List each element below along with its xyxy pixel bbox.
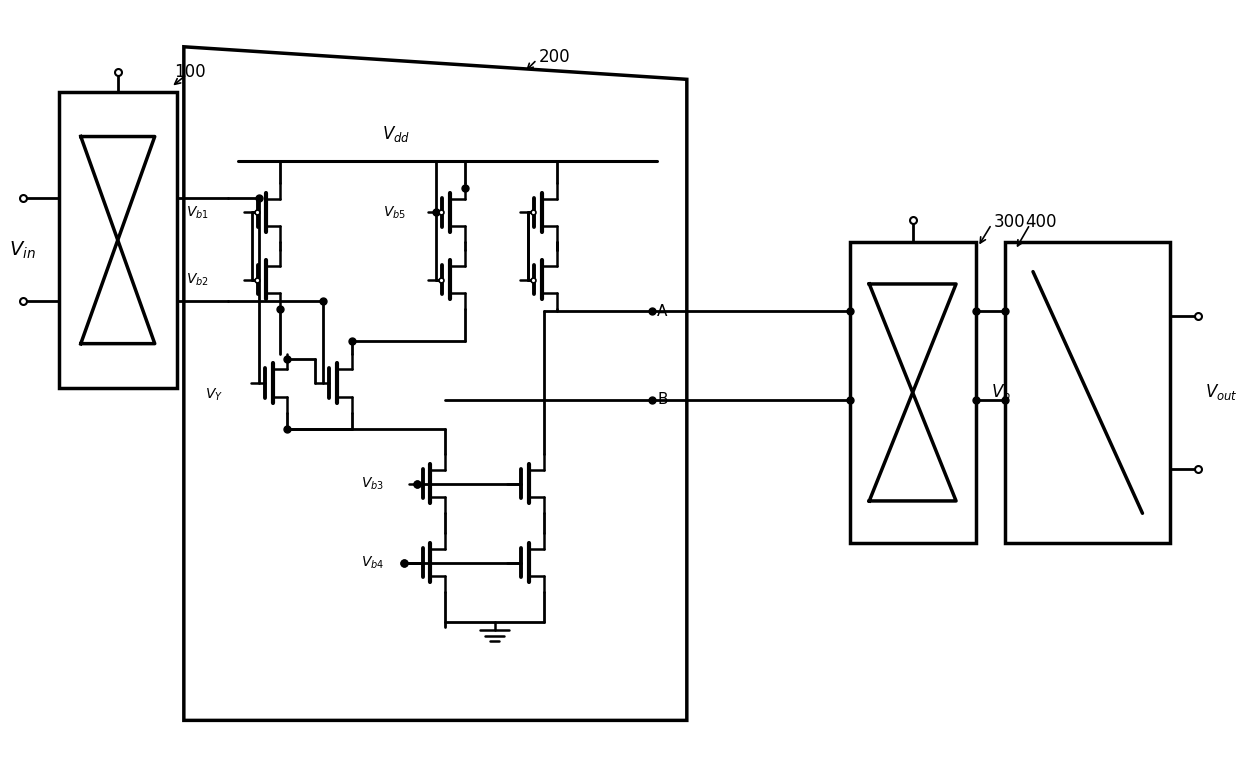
Text: $V_{o}$: $V_{o}$: [991, 382, 1011, 402]
Polygon shape: [184, 47, 687, 721]
Bar: [58, 92, 177, 388]
Text: $V_{dd}$: $V_{dd}$: [382, 124, 410, 143]
Text: $V_{b2}$: $V_{b2}$: [186, 271, 208, 287]
Text: $V_{b5}$: $V_{b5}$: [383, 204, 405, 220]
Text: B: B: [657, 393, 667, 407]
Text: $V_{b4}$: $V_{b4}$: [361, 555, 384, 571]
Text: $V_{in}$: $V_{in}$: [9, 239, 36, 261]
Text: $V_{out}$: $V_{out}$: [1204, 382, 1238, 402]
Bar: [1006, 242, 1171, 543]
Text: 300: 300: [993, 213, 1025, 231]
Text: A: A: [657, 304, 667, 319]
Bar: [849, 242, 976, 543]
Text: 200: 200: [539, 48, 570, 65]
Text: $V_{b1}$: $V_{b1}$: [186, 204, 208, 220]
Text: 100: 100: [174, 63, 206, 82]
Text: $V_{b3}$: $V_{b3}$: [361, 475, 384, 492]
Text: $V_{Y}$: $V_{Y}$: [205, 386, 223, 403]
Text: 400: 400: [1025, 213, 1056, 231]
